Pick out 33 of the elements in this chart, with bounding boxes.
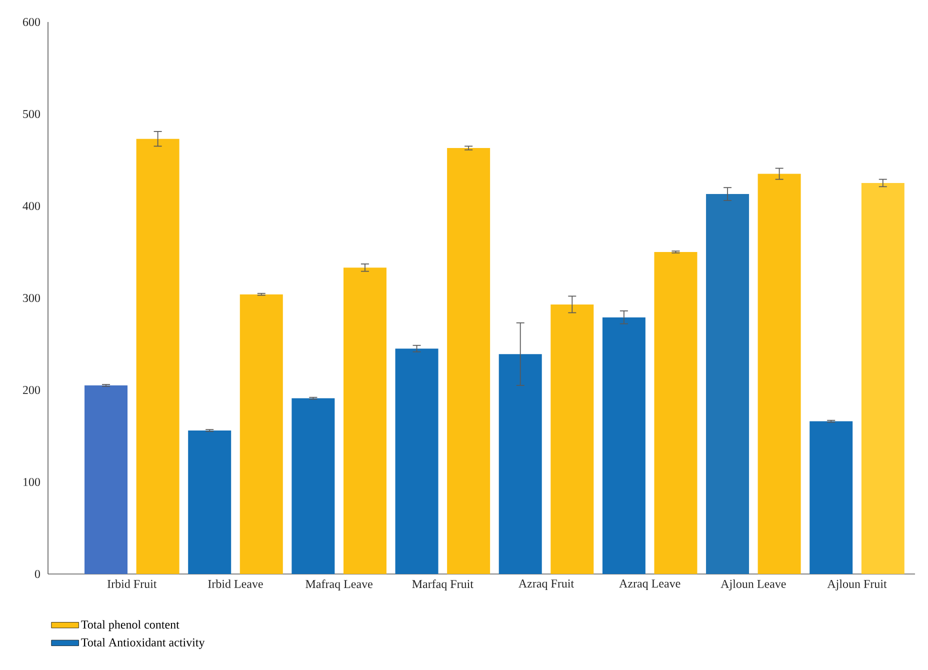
x-tick-label: Ajloun Leave <box>720 580 786 590</box>
legend-label: Total Antioxidant activity <box>81 638 205 649</box>
bar <box>758 174 801 574</box>
bar <box>84 385 128 574</box>
bar <box>498 354 542 574</box>
y-tick-label: 600 <box>22 18 40 26</box>
bar <box>550 304 594 574</box>
bar <box>395 348 438 574</box>
bar <box>240 294 283 574</box>
x-tick-label: Mafraq Leave <box>306 580 372 591</box>
x-tick-label: Ajloun Fruit <box>827 580 887 590</box>
y-tick-label: 100 <box>24 478 40 486</box>
bar <box>447 148 490 574</box>
bar <box>654 252 698 574</box>
bar <box>136 138 180 574</box>
x-tick-label: Marfaq Fruit <box>412 580 474 591</box>
y-tick-label: 0 <box>34 570 40 578</box>
bar <box>343 268 386 574</box>
bar <box>188 430 232 574</box>
bar <box>810 421 853 574</box>
y-tick-label: 400 <box>22 202 40 210</box>
legend-label: Total phenol content <box>81 620 180 632</box>
y-tick-label: 200 <box>23 386 40 394</box>
bar <box>292 398 335 574</box>
y-tick-label: 500 <box>23 110 40 118</box>
x-tick-label: Azraq Fruit <box>518 580 574 590</box>
x-tick-label: Irbid Leave <box>208 580 263 588</box>
y-tick-label: 300 <box>23 294 40 302</box>
x-tick-label: Azraq Leave <box>619 580 680 590</box>
x-tick-label: Irbid Fruit <box>108 580 157 588</box>
bar <box>602 317 646 574</box>
bar <box>861 183 904 574</box>
bar <box>706 194 750 574</box>
